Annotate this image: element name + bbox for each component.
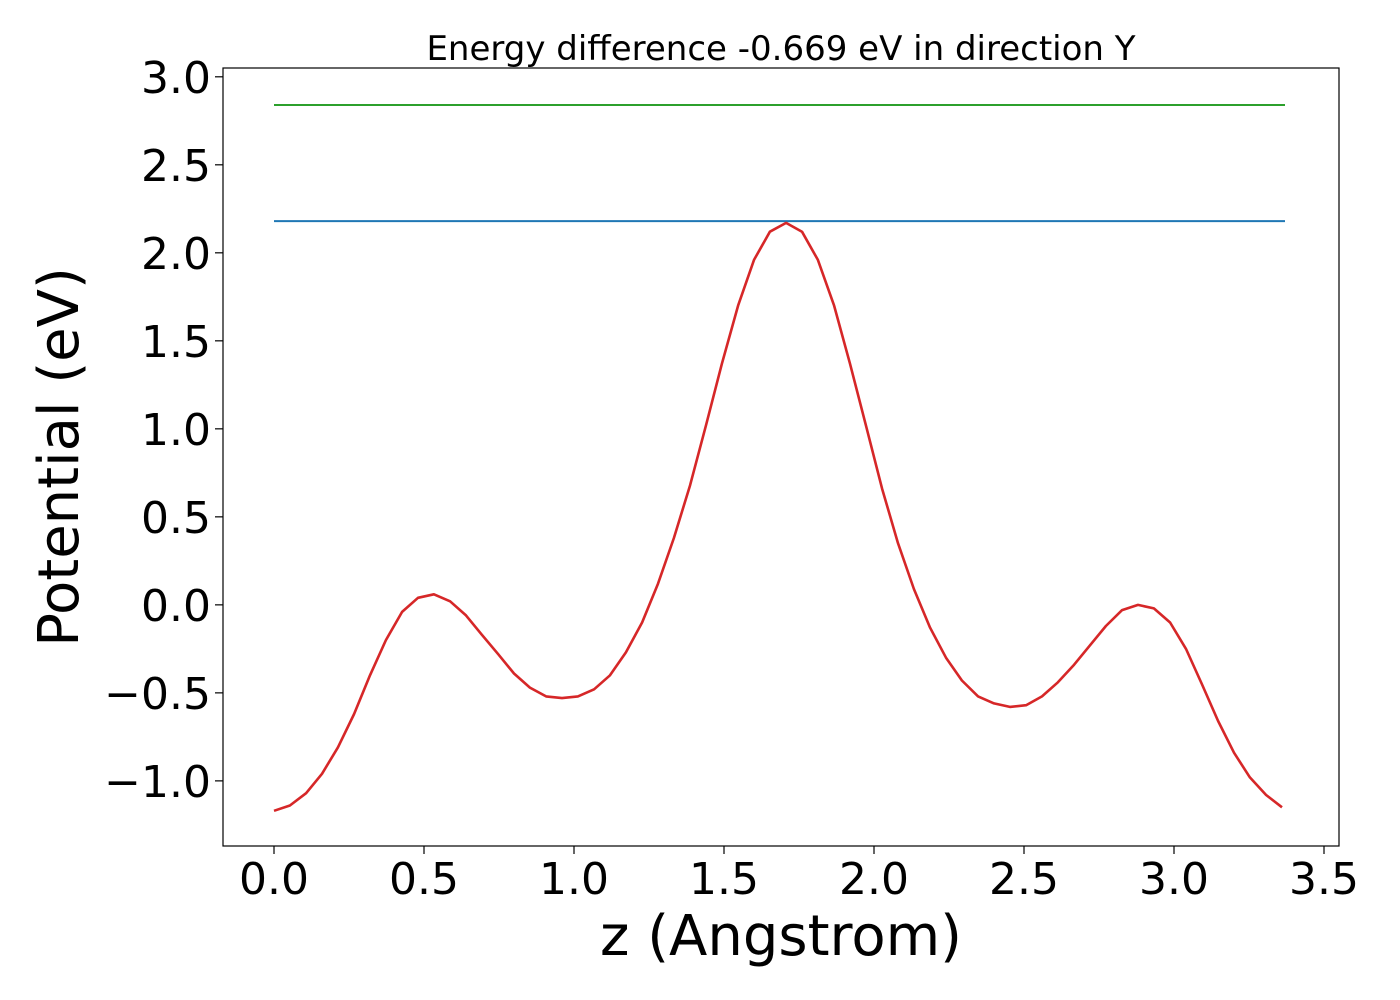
y-tick-label: 1.0 <box>141 405 211 456</box>
y-tick-label: 2.5 <box>141 141 211 192</box>
y-tick-label: 1.5 <box>141 317 211 368</box>
y-tick-label: 2.0 <box>141 229 211 280</box>
series-line-2 <box>273 221 1283 813</box>
series-layer <box>273 104 1285 813</box>
y-tick-label: 3.0 <box>141 53 211 104</box>
x-tick-label: 2.5 <box>989 854 1059 905</box>
x-tick-label: 0.5 <box>389 854 459 905</box>
x-tick-label: 3.0 <box>1139 854 1209 905</box>
x-tick-label: 0.0 <box>239 854 309 905</box>
x-tick-label: 1.5 <box>689 854 759 905</box>
x-axis-label: z (Angstrom) <box>600 904 962 969</box>
y-tick-label: 0.0 <box>141 581 211 632</box>
x-axis-ticks: 0.0 0.5 1.0 1.5 2.0 2.5 3.0 3.5 <box>239 846 1359 905</box>
chart-title: Energy difference -0.669 eV in direction… <box>426 29 1135 69</box>
y-tick-label: 0.5 <box>141 493 211 544</box>
y-axis-ticks: −1.0 −0.5 0.0 0.5 1.0 1.5 2.0 2.5 3.0 <box>104 53 223 808</box>
x-tick-label: 2.0 <box>839 854 909 905</box>
y-axis-label: Potential (eV) <box>27 267 92 647</box>
y-tick-label: −0.5 <box>104 669 211 720</box>
x-tick-label: 3.5 <box>1289 854 1359 905</box>
y-tick-label: −1.0 <box>104 757 211 808</box>
x-tick-label: 1.0 <box>539 854 609 905</box>
plot-frame <box>222 67 1340 847</box>
